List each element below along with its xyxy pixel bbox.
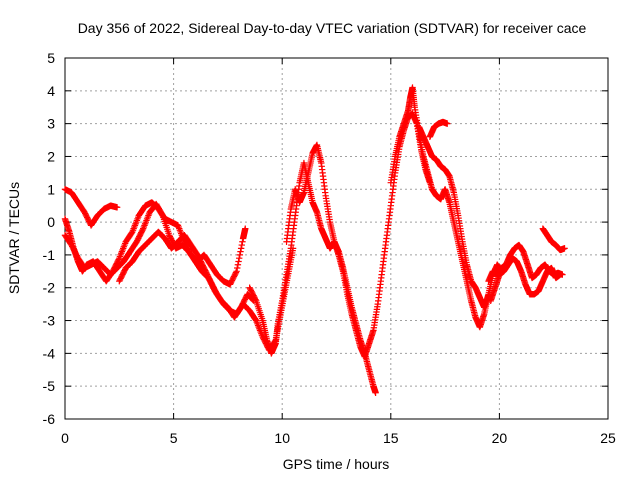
chart-title: Day 356 of 2022, Sidereal Day-to-day VTE… — [78, 20, 587, 36]
y-tick-label: 1 — [47, 181, 55, 197]
data-point — [235, 258, 242, 265]
series-1 — [61, 186, 121, 229]
data-point — [238, 241, 246, 249]
data-point — [557, 271, 564, 278]
y-tick-label: 2 — [47, 148, 55, 164]
x-tick-label: 20 — [492, 430, 508, 446]
x-tick-label: 10 — [274, 430, 290, 446]
data-point — [139, 226, 146, 234]
grid-lines — [65, 58, 608, 419]
y-axis: 5 4 3 2 1 0 -1 -2 -3 -4 -5 -6 — [43, 50, 608, 427]
y-tick-label: 5 — [47, 50, 55, 66]
x-tick-label: 0 — [61, 430, 69, 446]
x-tick-label: 15 — [383, 430, 399, 446]
data-point — [234, 261, 242, 268]
data-point — [158, 211, 166, 218]
data-point — [372, 389, 379, 396]
y-tick-label: -4 — [43, 345, 56, 361]
series-4 — [116, 228, 297, 354]
y-tick-label: 0 — [47, 214, 55, 230]
data-point — [115, 256, 122, 263]
data-series — [61, 84, 568, 396]
x-tick-label: 25 — [600, 430, 616, 446]
x-axis-label: GPS time / hours — [283, 456, 390, 472]
data-point — [252, 296, 259, 303]
plot-frame — [64, 57, 609, 420]
series-9 — [426, 118, 451, 140]
data-point — [232, 269, 240, 276]
data-point — [237, 245, 245, 252]
data-point — [242, 225, 249, 232]
series-12 — [539, 225, 568, 254]
y-tick-label: 4 — [47, 83, 55, 99]
x-tick-label: 5 — [170, 430, 178, 446]
y-tick-label: -5 — [43, 378, 56, 394]
y-tick-label: 3 — [47, 116, 55, 132]
y-tick-label: -1 — [43, 247, 56, 263]
data-point — [236, 251, 244, 259]
data-point — [113, 204, 121, 211]
series-11 — [487, 254, 564, 305]
data-point — [444, 120, 451, 127]
series-2 — [61, 199, 249, 288]
x-axis: 0 5 10 15 20 25 — [61, 58, 616, 446]
y-tick-label: -6 — [43, 411, 56, 427]
data-point — [561, 245, 568, 252]
data-point — [233, 268, 240, 275]
data-point — [239, 238, 246, 245]
data-point — [235, 254, 243, 262]
series-5 — [246, 159, 379, 396]
data-point — [237, 248, 244, 255]
y-axis-label: SDTVAR / TECUs — [6, 182, 22, 294]
y-tick-label: -2 — [43, 280, 56, 296]
y-tick-label: -3 — [43, 313, 56, 329]
data-point — [234, 264, 241, 272]
